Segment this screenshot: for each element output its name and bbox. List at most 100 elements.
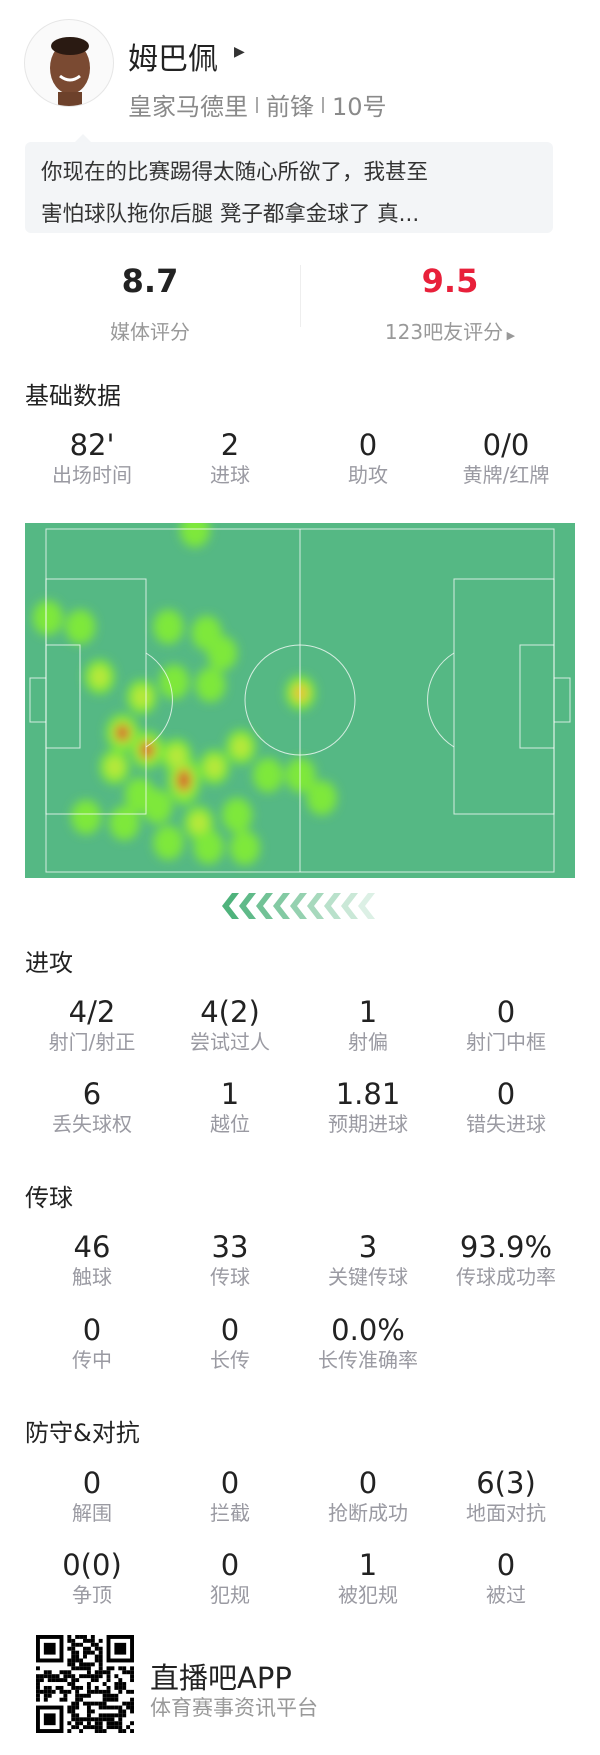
- stat-offsides: 1 越位: [161, 1076, 299, 1136]
- stat-value: 6(3): [476, 1466, 536, 1500]
- chevron-left-icon: [290, 893, 307, 919]
- heat-spot: [253, 757, 284, 793]
- stat-label: 关键传球: [328, 1265, 408, 1289]
- heat-spot: [32, 600, 63, 636]
- stat-value: 2: [220, 428, 240, 462]
- heat-spot: [65, 609, 96, 645]
- stat-dribbled-past: 0 被过: [437, 1547, 575, 1607]
- heat-spot: [195, 667, 226, 703]
- player-position: 前锋: [266, 93, 314, 121]
- stat-label: 助攻: [348, 463, 388, 487]
- heatmap-pitch: [25, 523, 575, 878]
- stat-label: 错失进球: [466, 1112, 546, 1136]
- caret-right-icon: ▶: [503, 329, 516, 342]
- stat-label: 丢失球权: [52, 1112, 132, 1136]
- stat-clearances: 0 解围: [23, 1465, 161, 1525]
- stat-value: 33: [211, 1230, 249, 1264]
- pitch-lines: [29, 528, 571, 873]
- stat-minutes: 82' 出场时间: [23, 427, 161, 487]
- stat-big-chances-missed: 0 错失进球: [437, 1076, 575, 1136]
- heat-spot: [167, 745, 186, 767]
- section-title-defense: 防守&对抗: [25, 1419, 140, 1447]
- caret-right-icon[interactable]: ▶: [234, 44, 245, 60]
- stat-was-fouled: 1 被犯规: [299, 1547, 437, 1607]
- stat-label: 长传准确率: [318, 1348, 418, 1372]
- stat-touches: 46 触球: [23, 1229, 161, 1289]
- stat-value: 0.0%: [331, 1313, 405, 1347]
- stat-value: 0: [220, 1548, 240, 1582]
- heat-spot: [90, 666, 109, 688]
- stat-label: 传中: [72, 1348, 112, 1372]
- stat-label: 抢断成功: [328, 1501, 408, 1525]
- stat-label: 传球: [210, 1265, 250, 1289]
- stat-cards: 0/0 黄牌/红牌: [437, 427, 575, 487]
- stat-assists: 0 助攻: [299, 427, 437, 487]
- stat-value: 4(2): [200, 995, 260, 1029]
- fan-rating-label[interactable]: 123吧友评分 ▶: [300, 316, 600, 345]
- media-rating: 8.7 媒体评分: [0, 262, 300, 345]
- section-title-passing: 传球: [25, 1184, 73, 1212]
- stat-label: 出场时间: [52, 463, 132, 487]
- stat-label: 越位: [210, 1112, 250, 1136]
- heat-spot: [105, 756, 124, 778]
- stat-value: 0: [220, 1466, 240, 1500]
- section-title-basic: 基础数据: [25, 382, 121, 410]
- heat-spot: [141, 742, 154, 758]
- stat-value: 3: [358, 1230, 378, 1264]
- stat-value: 0: [358, 428, 378, 462]
- stat-off-target: 1 射偏: [299, 994, 437, 1054]
- stat-value: 1: [358, 1548, 378, 1582]
- heat-spot: [229, 830, 260, 866]
- stat-shots: 4/2 射门/射正: [23, 994, 161, 1054]
- divider: [322, 96, 324, 113]
- stat-label: 尝试过人: [190, 1030, 270, 1054]
- stat-key-passes: 3 关键传球: [299, 1229, 437, 1289]
- stat-long-ball-accuracy: 0.0% 长传准确率: [299, 1312, 437, 1372]
- stat-label: 进球: [210, 463, 250, 487]
- heat-spot: [207, 635, 238, 671]
- stat-label: 长传: [210, 1348, 250, 1372]
- shirt-number: 10号: [332, 93, 387, 121]
- stat-value: 1: [358, 995, 378, 1029]
- player-name[interactable]: 姆巴佩: [128, 42, 218, 77]
- basic-stats-row: 82' 出场时间 2 进球 0 助攻 0/0 黄牌/红牌: [0, 427, 600, 487]
- player-photo: [50, 37, 90, 106]
- defense-row: 0 解围 0 拦截 0 抢断成功 6(3) 地面对抗: [0, 1465, 600, 1525]
- attack-direction-indicator: [222, 893, 375, 919]
- stat-dribbles: 4(2) 尝试过人: [161, 994, 299, 1054]
- heat-spot: [222, 797, 253, 833]
- stat-value: 0: [82, 1313, 102, 1347]
- heat-spot: [109, 805, 140, 841]
- stat-xg: 1.81 预期进球: [299, 1076, 437, 1136]
- stat-crosses: 0 传中: [23, 1312, 161, 1372]
- heat-spot: [306, 780, 337, 816]
- stat-fouls: 0 犯规: [161, 1547, 299, 1607]
- stat-label: 触球: [72, 1265, 112, 1289]
- heat-spot: [177, 770, 190, 791]
- fan-rating[interactable]: 9.5 123吧友评分 ▶: [300, 262, 600, 345]
- stat-label: 射偏: [348, 1030, 388, 1054]
- stat-value: 82': [69, 428, 115, 462]
- stat-label: 射门/射正: [48, 1030, 136, 1054]
- stat-passes: 33 传球: [161, 1229, 299, 1289]
- stat-value: 1.81: [335, 1077, 401, 1111]
- stat-pass-accuracy: 93.9% 传球成功率: [437, 1229, 575, 1289]
- heat-spot: [193, 829, 224, 865]
- player-info: 皇家马德里 前锋 10号: [128, 87, 387, 122]
- stat-label: 传球成功率: [456, 1265, 556, 1289]
- heat-spot: [159, 664, 190, 700]
- passing-row: 46 触球 33 传球 3 关键传球 93.9% 传球成功率: [0, 1229, 600, 1289]
- chevron-left-icon: [239, 893, 256, 919]
- comment-bubble[interactable]: 你现在的比赛踢得太随心所欲了，我甚至 害怕球队拖你后腿 凳子都拿金球了 真...: [25, 134, 553, 233]
- stat-value: 0: [496, 1077, 516, 1111]
- stat-interceptions: 0 拦截: [161, 1465, 299, 1525]
- heat-spot: [205, 756, 224, 778]
- defense-row: 0(0) 争顶 0 犯规 1 被犯规 0 被过: [0, 1547, 600, 1607]
- comment-line: 你现在的比赛踢得太随心所欲了，我甚至: [41, 160, 429, 185]
- heat-spot: [153, 609, 184, 645]
- qr-code[interactable]: [36, 1635, 134, 1733]
- stat-value: 4/2: [68, 995, 116, 1029]
- stat-possession-lost: 6 丢失球权: [23, 1076, 161, 1136]
- stat-label: 争顶: [72, 1583, 112, 1607]
- player-avatar[interactable]: [24, 19, 114, 107]
